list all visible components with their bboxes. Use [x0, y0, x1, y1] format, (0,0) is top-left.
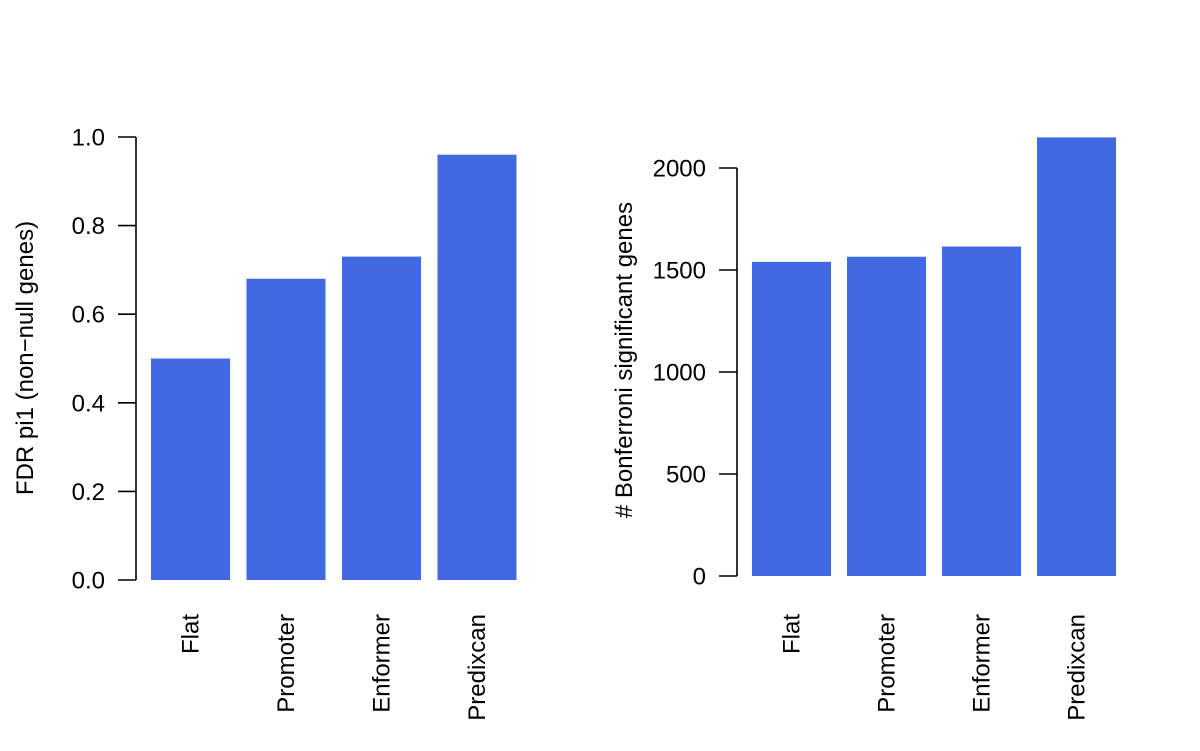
x-category-label: Flat — [779, 614, 806, 654]
bar-flat — [752, 261, 831, 576]
bar-flat — [151, 358, 230, 580]
y-tick-label: 0.8 — [72, 213, 105, 240]
x-category-label: Enformer — [969, 614, 996, 713]
x-category-label: Promoter — [874, 614, 901, 713]
y-axis-title: # Bonferroni significant genes — [611, 202, 638, 518]
y-tick-label: 0.4 — [72, 390, 105, 417]
y-tick-label: 1.0 — [72, 125, 105, 152]
y-tick-label: 2000 — [653, 156, 706, 183]
y-tick-label: 0.2 — [72, 479, 105, 506]
y-tick-label: 0.6 — [72, 302, 105, 329]
y-tick-label: 1000 — [653, 360, 706, 387]
x-category-label: Flat — [178, 614, 205, 654]
y-tick-label: 0.0 — [72, 568, 105, 595]
y-axis-title: FDR pi1 (non−null genes) — [12, 221, 39, 495]
bar-enformer — [342, 256, 421, 580]
y-tick-label: 0 — [693, 564, 706, 591]
x-category-label: Promoter — [273, 614, 300, 713]
x-category-label: Predixcan — [464, 614, 491, 721]
x-category-label: Enformer — [369, 614, 396, 713]
bar-promoter — [847, 256, 926, 576]
bar-predixcan — [1037, 137, 1116, 576]
bar-enformer — [942, 246, 1021, 577]
x-category-label: Predixcan — [1064, 614, 1091, 721]
bar-promoter — [246, 278, 326, 580]
bar-predixcan — [437, 154, 517, 580]
y-tick-label: 1500 — [653, 258, 706, 285]
y-tick-label: 500 — [666, 462, 706, 489]
